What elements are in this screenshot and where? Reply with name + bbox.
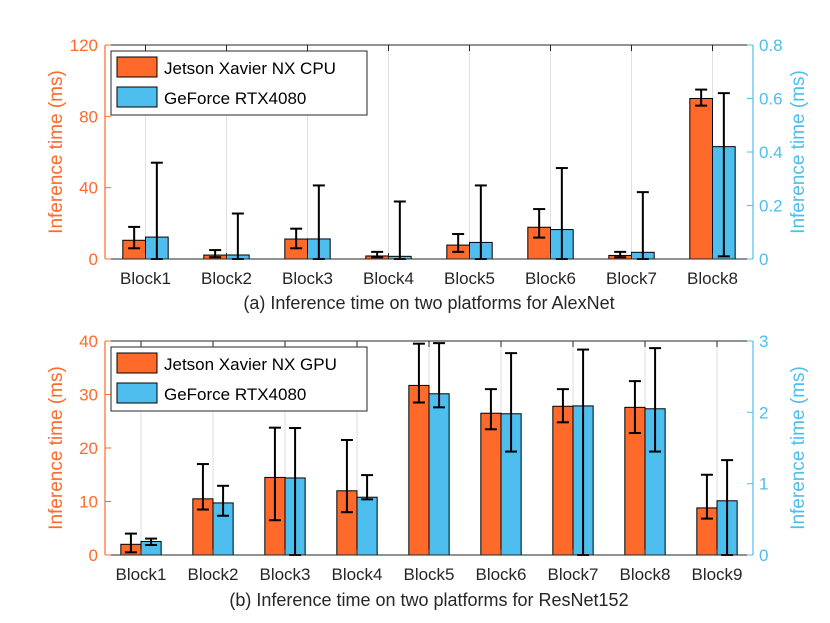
y-tick-label-right: 0.2 [759, 197, 783, 216]
legend-swatch [116, 352, 158, 374]
y-axis-label-left: Inference time (ms) [46, 70, 67, 234]
x-tick-label: Block1 [115, 565, 166, 584]
legend-label: Jetson Xavier NX GPU [164, 355, 337, 374]
x-tick-label: Block5 [403, 565, 454, 584]
x-tick-label: Block2 [201, 269, 252, 288]
y-tick-label-left: 10 [79, 493, 98, 512]
y-tick-label-left: 0 [89, 546, 98, 565]
legend-label: Jetson Xavier NX CPU [164, 59, 336, 78]
y-tick-label-left: 40 [79, 179, 98, 198]
x-tick-label: Block6 [475, 565, 526, 584]
bar-geforce-rtx4080 [428, 393, 450, 556]
y-tick-label-right: 3 [759, 332, 768, 351]
bar-jetson-xavier-nx-cpu [689, 98, 714, 260]
x-tick-label: Block3 [259, 565, 310, 584]
x-tick-label: Block4 [363, 269, 414, 288]
chart-panel-b: Block1 Block2 Block3 Block4 Block5 Block6 Bloc… [46, 332, 809, 610]
x-tick-label: Block2 [187, 565, 238, 584]
y-tick-label-left: 80 [79, 107, 98, 126]
x-tick-label: Block5 [444, 269, 495, 288]
bar-jetson-xavier-nx-gpu [408, 384, 430, 556]
y-tick-label-right: 1 [759, 475, 768, 494]
x-tick-label: Block4 [331, 565, 382, 584]
legend-swatch [116, 56, 158, 78]
y-tick-label-right: 0.6 [759, 90, 783, 109]
x-tick-label: Block8 [619, 565, 670, 584]
y-tick-label-right: 0 [759, 250, 768, 269]
legend: Jetson Xavier NX GPU GeForce RTX4080 [110, 346, 368, 412]
legend-label: GeForce RTX4080 [164, 89, 306, 108]
y-tick-label-right: 2 [759, 403, 768, 422]
y-tick-label-left: 30 [79, 386, 98, 405]
y-tick-label-left: 40 [79, 332, 98, 351]
x-tick-label: Block7 [606, 269, 657, 288]
bar-geforce-rtx4080 [356, 496, 378, 556]
legend-label: GeForce RTX4080 [164, 385, 306, 404]
y-tick-label-right: 0 [759, 546, 768, 565]
x-tick-label: Block6 [525, 269, 576, 288]
bar-jetson-xavier-nx-gpu [552, 405, 574, 556]
y-axis-label-right: Inference time (ms) [788, 70, 809, 234]
y-tick-label-left: 0 [89, 250, 98, 269]
bar-jetson-xavier-nx-gpu [480, 412, 502, 556]
x-tick-label: Block3 [282, 269, 333, 288]
y-axis-label-left: Inference time (ms) [46, 366, 67, 530]
y-tick-label-left: 120 [70, 36, 98, 55]
x-tick-label: Block9 [691, 565, 742, 584]
legend-swatch [116, 86, 158, 108]
legend: Jetson Xavier NX CPU GeForce RTX4080 [110, 50, 368, 116]
y-tick-label-right: 0.4 [759, 143, 783, 162]
y-tick-label-left: 20 [79, 439, 98, 458]
chart-panel-a: Block1 Block2 Block3 Block4 Block5 Block6 Bloc… [46, 36, 809, 313]
x-tick-label: Block8 [687, 269, 738, 288]
y-axis-label-right: Inference time (ms) [788, 366, 809, 530]
x-tick-label: Block1 [120, 269, 171, 288]
chart-caption: (b) Inference time on two platforms for … [229, 590, 628, 610]
x-tick-label: Block7 [547, 565, 598, 584]
y-tick-label-right: 0.8 [759, 36, 783, 55]
chart-caption: (a) Inference time on two platforms for … [243, 293, 614, 313]
legend-swatch [116, 382, 158, 404]
